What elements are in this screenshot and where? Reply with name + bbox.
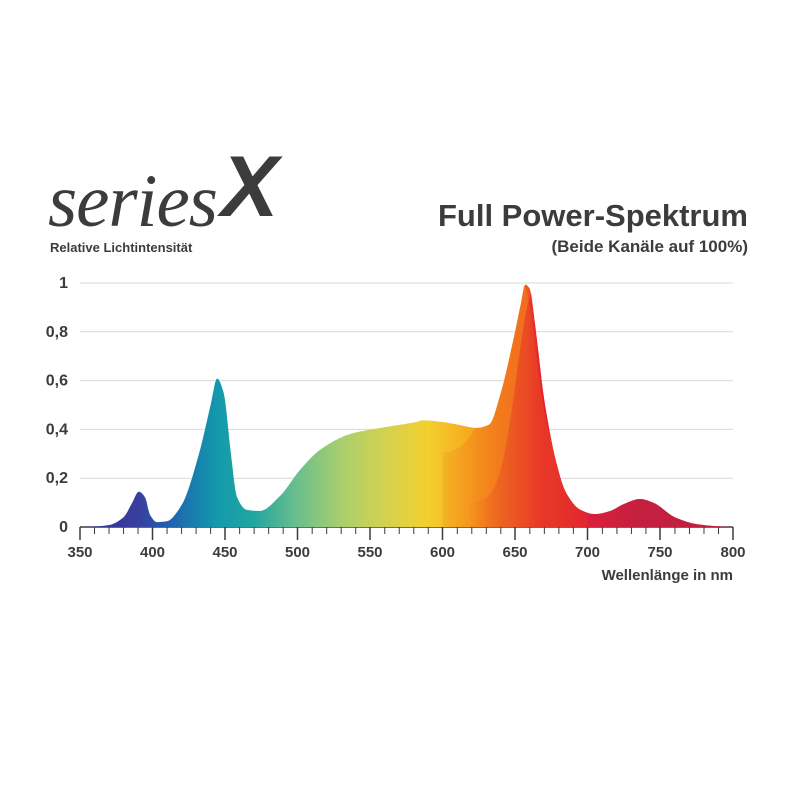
svg-text:0: 0 (59, 519, 68, 536)
svg-text:600: 600 (430, 544, 455, 561)
svg-text:650: 650 (502, 544, 527, 561)
svg-text:700: 700 (575, 544, 600, 561)
svg-text:500: 500 (285, 544, 310, 561)
svg-text:800: 800 (720, 544, 745, 561)
svg-text:0,2: 0,2 (46, 470, 68, 487)
svg-text:1: 1 (59, 275, 68, 292)
svg-text:550: 550 (357, 544, 382, 561)
svg-text:450: 450 (212, 544, 237, 561)
svg-text:750: 750 (647, 544, 672, 561)
svg-text:0,4: 0,4 (46, 421, 68, 438)
svg-text:Wellenlänge in nm: Wellenlänge in nm (602, 567, 733, 584)
svg-text:0,8: 0,8 (46, 324, 68, 341)
svg-text:350: 350 (67, 544, 92, 561)
svg-text:400: 400 (140, 544, 165, 561)
svg-text:0,6: 0,6 (46, 373, 68, 390)
